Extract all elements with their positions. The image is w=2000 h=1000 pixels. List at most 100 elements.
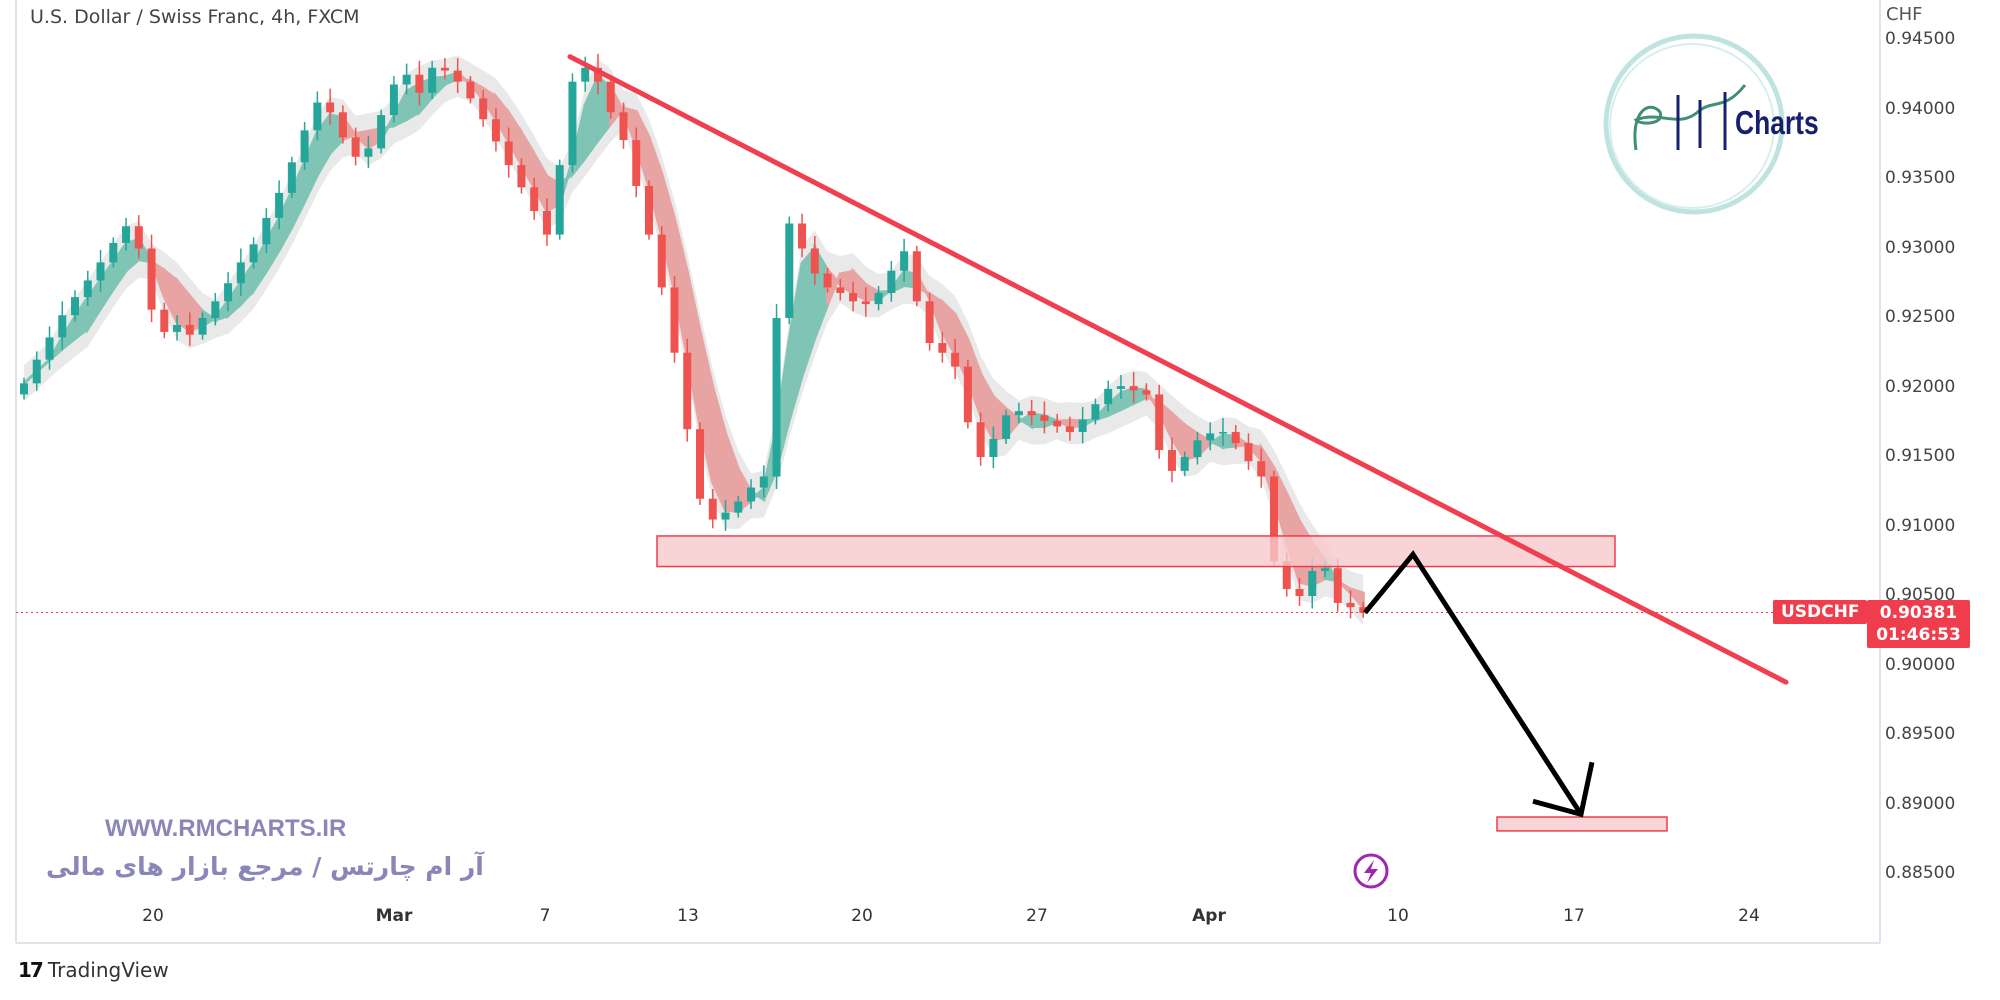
time-tick-label: 7 (539, 906, 551, 926)
candle (313, 91, 322, 141)
candle (453, 58, 462, 93)
candle (415, 60, 424, 106)
candle (326, 88, 335, 125)
candle (938, 331, 947, 363)
candle-body (619, 112, 628, 141)
candle (1053, 413, 1062, 433)
candle-body (1269, 476, 1278, 562)
chart-title: U.S. Dollar / Swiss Franc, 4h, FXCM (30, 6, 360, 28)
candle-body (224, 283, 233, 302)
candle-body (989, 438, 998, 457)
candle (338, 105, 347, 144)
candle-body (504, 141, 513, 166)
candle (185, 312, 194, 346)
candle-body (1078, 419, 1087, 432)
candle (963, 359, 972, 429)
candle-body (772, 318, 781, 477)
candle-body (874, 292, 883, 305)
candle-body (912, 251, 921, 302)
candle (198, 312, 207, 340)
candle (1244, 433, 1253, 470)
candle-body (759, 476, 768, 488)
candle-body (1104, 388, 1113, 405)
candle (925, 292, 934, 351)
candle (1065, 416, 1074, 441)
candle (772, 304, 781, 489)
candle-body (900, 251, 909, 271)
candle-body (1180, 457, 1189, 471)
candle (491, 108, 500, 152)
candle (96, 249, 105, 292)
trendline (567, 54, 1789, 685)
candles (20, 53, 1368, 619)
candle (211, 292, 220, 326)
candle (785, 216, 794, 325)
candle (1129, 372, 1138, 403)
candle-body (1244, 443, 1253, 462)
arrowhead (1532, 761, 1595, 818)
candle (224, 272, 233, 312)
candle (147, 234, 156, 323)
candle (1078, 406, 1087, 444)
candle-body (96, 262, 105, 281)
candle-body (338, 112, 347, 138)
candle-body (211, 301, 220, 318)
candle-body (1002, 415, 1011, 439)
candle-body (236, 262, 245, 284)
candle-body (1282, 561, 1291, 590)
ma-ribbon-segment (1349, 587, 1365, 612)
axis-unit-label: CHF (1886, 4, 1923, 25)
candle (1167, 437, 1176, 483)
price-tick-label: 0.89000 (1885, 793, 1956, 814)
price-tick-label: 0.92000 (1885, 376, 1956, 397)
candle (428, 60, 437, 100)
time-tick-label: Mar (375, 906, 413, 926)
price-tick-label: 0.91000 (1885, 515, 1956, 536)
candle (479, 90, 488, 127)
lightning-icon[interactable] (1353, 853, 1389, 889)
candle-body (581, 67, 590, 82)
candle-body (377, 115, 386, 149)
candle (71, 290, 80, 322)
candle-body (1116, 386, 1125, 389)
candle (657, 226, 666, 295)
projection-arrow (1363, 550, 1584, 816)
candle (951, 338, 960, 380)
candle (644, 180, 653, 240)
candle-body (1193, 440, 1202, 457)
watermark-tagline: آر ام چارتس / مرجع بازار های مالی (46, 852, 484, 881)
candle-body (606, 81, 615, 113)
candle (1231, 425, 1240, 450)
candle (440, 58, 449, 80)
candle (275, 180, 284, 230)
candle-body (1129, 386, 1138, 391)
target-zone (1496, 816, 1668, 832)
watermark-url: WWW.RMCHARTS.IR (105, 815, 347, 842)
symbol-badge: USDCHF (1773, 600, 1868, 624)
candle-body (887, 270, 896, 293)
candle (389, 76, 398, 123)
price-tick-label: 0.90000 (1885, 654, 1956, 675)
candle-body (785, 223, 794, 318)
candle (402, 63, 411, 95)
candle-body (20, 383, 28, 395)
candle-body (364, 148, 373, 157)
candle (45, 326, 54, 370)
candle (683, 338, 692, 442)
time-tick-label: 17 (1563, 906, 1585, 926)
candle (632, 127, 641, 198)
candle (861, 287, 870, 317)
candle (593, 53, 602, 95)
candle (1218, 418, 1227, 446)
candle-body (185, 324, 194, 335)
tradingview-logo-icon: 17 (18, 958, 44, 982)
candle-body (1206, 433, 1215, 441)
candle-body (402, 74, 411, 85)
tradingview-footer[interactable]: 17 TradingView (18, 958, 169, 982)
drawings[interactable] (16, 54, 1880, 832)
candle-body (925, 301, 934, 344)
candle (1155, 384, 1164, 459)
candle-body (644, 185, 653, 235)
last-price: 0.90381 (1879, 603, 1958, 623)
